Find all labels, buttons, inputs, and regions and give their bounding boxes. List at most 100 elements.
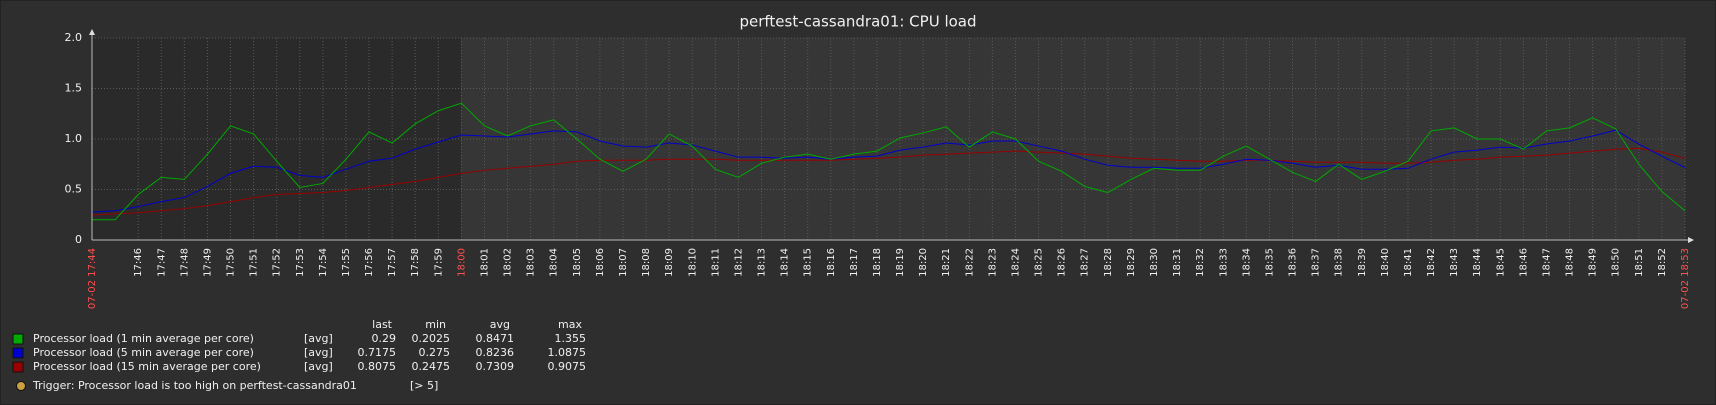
legend-function: [avg] bbox=[304, 332, 333, 345]
x-tick-label: 18:04 bbox=[549, 248, 560, 277]
x-tick-label: 18:22 bbox=[964, 248, 975, 277]
x-tick-label: 18:16 bbox=[826, 248, 837, 277]
x-tick-label: 18:13 bbox=[757, 248, 768, 277]
x-tick-label: 17:54 bbox=[318, 248, 329, 277]
x-tick-label: 18:51 bbox=[1634, 248, 1645, 277]
legend-swatch bbox=[12, 361, 24, 373]
x-tick-label: 18:30 bbox=[1149, 248, 1160, 277]
x-tick-label: 18:38 bbox=[1334, 248, 1345, 277]
legend-stat: 1.355 bbox=[555, 332, 587, 345]
x-tick-label: 18:02 bbox=[503, 248, 514, 277]
x-tick-label: 17:50 bbox=[226, 248, 237, 277]
x-tick-label: 17:47 bbox=[156, 248, 167, 277]
x-tick-label: 18:44 bbox=[1472, 248, 1483, 277]
chart-title: perftest-cassandra01: CPU load bbox=[739, 13, 976, 31]
legend-stat: 0.9075 bbox=[548, 360, 587, 373]
legend-stat: 0.2025 bbox=[412, 332, 451, 345]
legend-stat: 0.7175 bbox=[358, 346, 397, 359]
x-tick-label: 17:53 bbox=[295, 248, 306, 277]
x-tick-label: 18:43 bbox=[1449, 248, 1460, 277]
x-tick-label: 18:31 bbox=[1172, 248, 1183, 277]
x-tick-label: 18:26 bbox=[1057, 248, 1068, 277]
x-tick-label: 18:45 bbox=[1495, 248, 1506, 277]
x-tick-label: 18:05 bbox=[572, 248, 583, 277]
x-tick-label: 17:55 bbox=[341, 248, 352, 277]
trigger-condition: [> 5] bbox=[410, 379, 438, 392]
x-tick-label: 17:52 bbox=[272, 248, 283, 277]
legend-swatch bbox=[12, 333, 24, 345]
x-tick-label: 18:00 bbox=[456, 248, 467, 277]
x-tick-label: 17:57 bbox=[387, 248, 398, 277]
x-tick-label: 18:03 bbox=[526, 248, 537, 277]
x-tick-label: 18:35 bbox=[1264, 248, 1275, 277]
x-tick-label: 18:20 bbox=[918, 248, 929, 277]
series-line bbox=[91, 147, 1686, 216]
x-tick-label: 18:39 bbox=[1357, 248, 1368, 277]
x-tick-label: 18:50 bbox=[1611, 248, 1622, 277]
x-tick-label: 18:12 bbox=[733, 248, 744, 277]
y-tick-label: 0.5 bbox=[65, 183, 83, 196]
x-tick-label: 18:34 bbox=[1241, 248, 1252, 277]
x-tick-label: 18:49 bbox=[1588, 248, 1599, 277]
x-tick-label: 18:23 bbox=[987, 248, 998, 277]
x-tick-label: 18:07 bbox=[618, 248, 629, 277]
legend-stat: 0.275 bbox=[419, 346, 451, 359]
x-tick-label: 18:10 bbox=[687, 248, 698, 277]
x-tick-label: 18:14 bbox=[780, 248, 791, 277]
y-tick-label: 2.0 bbox=[65, 31, 83, 44]
y-tick-label: 1.0 bbox=[65, 132, 83, 145]
legend-stat: 0.8236 bbox=[476, 346, 515, 359]
legend-header: last bbox=[372, 318, 393, 331]
legend-function: [avg] bbox=[304, 346, 333, 359]
x-tick-label: 07-02 18:53 bbox=[1680, 248, 1691, 309]
x-tick-label: 18:18 bbox=[872, 248, 883, 277]
x-tick-label: 18:41 bbox=[1403, 248, 1414, 277]
x-tick-label: 18:42 bbox=[1426, 248, 1437, 277]
x-tick-label: 18:19 bbox=[895, 248, 906, 277]
x-tick-label: 17:59 bbox=[433, 248, 444, 277]
x-axis-arrow bbox=[1688, 237, 1694, 243]
x-tick-label: 17:51 bbox=[249, 248, 260, 277]
x-tick-label: 18:40 bbox=[1380, 248, 1391, 277]
grid: 0 0.5 1.0 1.5 2.0 07-02 17:44 17:46 17:47 17:48 1… bbox=[65, 31, 1692, 309]
x-tick-label: 18:01 bbox=[479, 248, 490, 277]
legend-header: avg bbox=[490, 318, 510, 331]
legend-header: min bbox=[425, 318, 446, 331]
x-tick-label: 18:33 bbox=[1218, 248, 1229, 277]
x-tick-label: 18:36 bbox=[1288, 248, 1299, 277]
x-tick-label: 18:29 bbox=[1126, 248, 1137, 277]
lines bbox=[91, 102, 1686, 221]
x-tick-label: 18:06 bbox=[595, 248, 606, 277]
legend-stat: 0.29 bbox=[372, 332, 397, 345]
legend-stat: 0.7309 bbox=[476, 360, 515, 373]
x-tick-label: 17:58 bbox=[410, 248, 421, 277]
trigger-label: Trigger: Processor load is too high on p… bbox=[32, 379, 357, 392]
x-tick-label: 18:08 bbox=[641, 248, 652, 277]
x-tick-label: 17:48 bbox=[179, 248, 190, 277]
x-tick-label: 18:11 bbox=[710, 248, 721, 277]
x-tick-label: 17:56 bbox=[364, 248, 375, 277]
legend-stat: 0.8471 bbox=[476, 332, 515, 345]
trigger-marker bbox=[16, 381, 26, 391]
series-line bbox=[92, 102, 1686, 221]
legend-header: max bbox=[558, 318, 582, 331]
y-tick-label: 1.5 bbox=[65, 82, 83, 95]
legend-stat: 0.2475 bbox=[412, 360, 451, 373]
legend-label: Processor load (1 min average per core) bbox=[33, 332, 254, 345]
x-tick-label: 07-02 17:44 bbox=[87, 248, 98, 309]
x-tick-label: 18:17 bbox=[849, 248, 860, 277]
legend: last min avg max Processor load (1 min avera… bbox=[12, 318, 587, 392]
x-tick-label: 18:28 bbox=[1103, 248, 1114, 277]
x-tick-label: 18:21 bbox=[941, 248, 952, 277]
x-tick-label: 18:09 bbox=[664, 248, 675, 277]
x-tick-label: 17:49 bbox=[202, 248, 213, 277]
x-tick-label: 17:46 bbox=[133, 248, 144, 277]
legend-stat: 1.0875 bbox=[548, 346, 587, 359]
x-tick-label: 18:47 bbox=[1541, 248, 1552, 277]
legend-function: [avg] bbox=[304, 360, 333, 373]
legend-swatch bbox=[12, 347, 24, 359]
series-line bbox=[91, 129, 1686, 213]
legend-stat: 0.8075 bbox=[358, 360, 397, 373]
